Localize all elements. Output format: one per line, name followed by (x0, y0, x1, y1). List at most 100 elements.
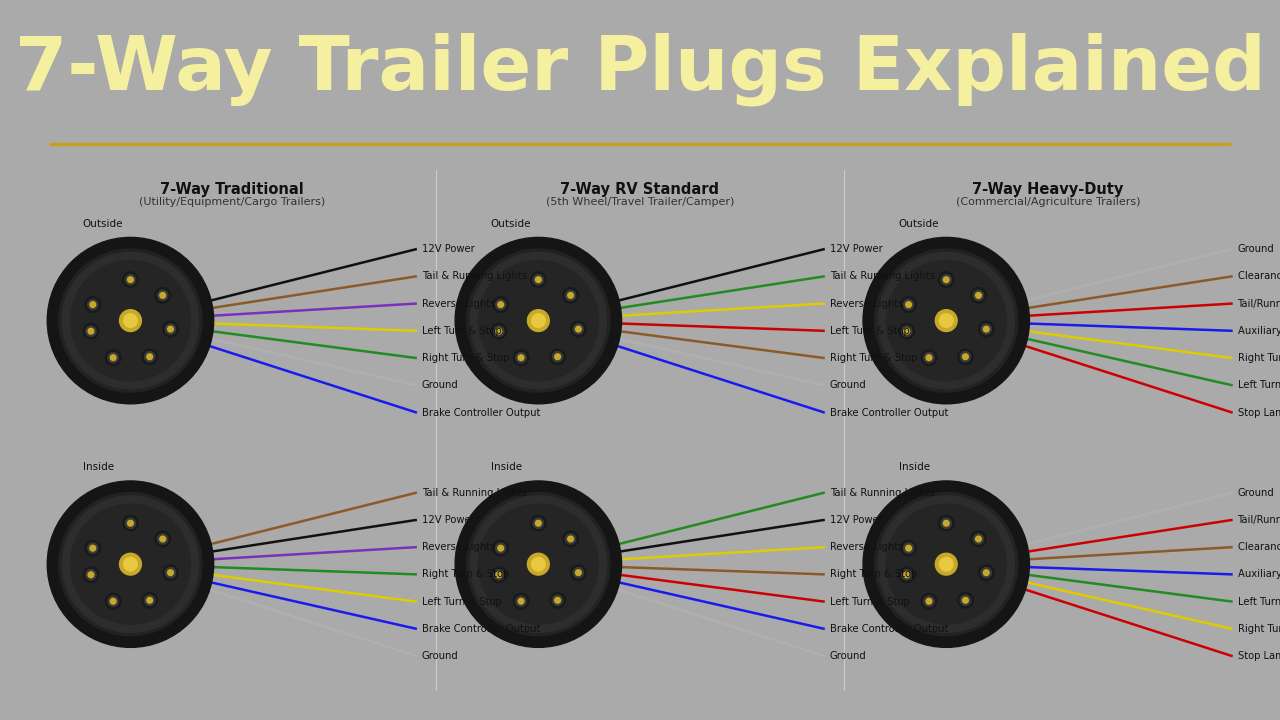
Circle shape (88, 328, 93, 334)
Circle shape (165, 324, 175, 334)
Circle shape (83, 323, 99, 339)
Circle shape (534, 274, 544, 285)
Text: Right Turn & Stop: Right Turn & Stop (829, 570, 916, 580)
Text: Left Turn & Stop: Left Turn & Stop (829, 597, 909, 607)
Text: Outside: Outside (899, 219, 940, 228)
Circle shape (467, 249, 611, 392)
Circle shape (899, 567, 915, 582)
Circle shape (498, 302, 503, 307)
Text: Left Turn & Hazard: Left Turn & Hazard (1238, 597, 1280, 607)
Circle shape (563, 531, 579, 546)
Circle shape (87, 543, 97, 553)
Circle shape (84, 540, 101, 556)
Text: Reverse Lights: Reverse Lights (422, 299, 495, 309)
Circle shape (157, 290, 168, 300)
Circle shape (901, 570, 911, 580)
Circle shape (168, 570, 173, 575)
Circle shape (128, 276, 133, 282)
Circle shape (518, 355, 524, 361)
Circle shape (938, 272, 954, 287)
Circle shape (467, 492, 611, 636)
Circle shape (927, 355, 932, 361)
Text: Auxiliary/ABS Power: Auxiliary/ABS Power (1238, 570, 1280, 580)
Circle shape (566, 534, 576, 544)
Circle shape (147, 354, 152, 359)
Circle shape (479, 261, 598, 381)
Circle shape (568, 292, 573, 298)
Circle shape (155, 531, 170, 546)
Circle shape (975, 536, 982, 542)
Text: Brake Controller Output: Brake Controller Output (829, 624, 948, 634)
Circle shape (145, 595, 155, 606)
Circle shape (160, 536, 165, 542)
Text: (Commercial/Agriculture Trailers): (Commercial/Agriculture Trailers) (956, 197, 1140, 207)
Text: Tail/Running Lights: Tail/Running Lights (1238, 299, 1280, 309)
Circle shape (554, 354, 561, 359)
Text: Tail & Running Lights: Tail & Running Lights (829, 271, 934, 282)
Text: 12V Power: 12V Power (829, 244, 882, 254)
Circle shape (957, 593, 973, 608)
Text: Ground: Ground (829, 651, 867, 661)
Circle shape (983, 326, 989, 332)
Text: Clearance/Side Markers: Clearance/Side Markers (1238, 542, 1280, 552)
Circle shape (963, 354, 968, 359)
Text: Reverse Lights: Reverse Lights (829, 299, 902, 309)
Text: Right Turn & Stop: Right Turn & Stop (422, 353, 509, 363)
Text: Stop Lamps: Stop Lamps (1238, 408, 1280, 418)
Circle shape (530, 516, 547, 531)
Circle shape (973, 290, 983, 300)
Text: (Utility/Equipment/Cargo Trailers): (Utility/Equipment/Cargo Trailers) (140, 197, 325, 207)
Circle shape (83, 567, 99, 582)
Text: Inside: Inside (83, 462, 114, 472)
Circle shape (147, 598, 152, 603)
Circle shape (941, 274, 951, 285)
Circle shape (576, 570, 581, 575)
Circle shape (495, 300, 506, 310)
Text: 7-Way Trailer Plugs Explained: 7-Way Trailer Plugs Explained (14, 33, 1266, 107)
Circle shape (63, 496, 198, 632)
Circle shape (492, 323, 507, 339)
Circle shape (492, 567, 507, 582)
Circle shape (84, 297, 101, 312)
Circle shape (938, 516, 954, 531)
Circle shape (924, 596, 934, 606)
Circle shape (983, 570, 989, 575)
Circle shape (573, 324, 584, 334)
Circle shape (493, 297, 508, 312)
Circle shape (960, 351, 970, 362)
Circle shape (86, 326, 96, 336)
Text: Tail/Running Lights: Tail/Running Lights (1238, 515, 1280, 525)
Text: Inside: Inside (490, 462, 522, 472)
Circle shape (874, 249, 1018, 392)
Circle shape (978, 564, 995, 580)
Text: Ground: Ground (1238, 244, 1275, 254)
Circle shape (142, 349, 157, 364)
Text: Ground: Ground (422, 651, 458, 661)
Circle shape (535, 521, 541, 526)
Circle shape (59, 492, 202, 636)
Circle shape (494, 570, 504, 580)
Text: 12V Power: 12V Power (422, 244, 475, 254)
Circle shape (124, 557, 137, 571)
Circle shape (531, 557, 545, 571)
Circle shape (63, 253, 198, 389)
Circle shape (163, 564, 178, 580)
Circle shape (155, 287, 170, 303)
Circle shape (973, 534, 983, 544)
Circle shape (470, 496, 607, 632)
Circle shape (563, 287, 579, 303)
Text: Ground: Ground (1238, 487, 1275, 498)
Circle shape (456, 238, 622, 404)
Circle shape (518, 598, 524, 604)
Circle shape (493, 540, 508, 556)
Circle shape (534, 518, 544, 528)
Circle shape (906, 545, 911, 551)
Circle shape (88, 572, 93, 577)
Text: 12V Power: 12V Power (829, 515, 882, 525)
Circle shape (110, 355, 116, 361)
Circle shape (927, 598, 932, 604)
Circle shape (163, 321, 178, 337)
Circle shape (549, 349, 566, 364)
Circle shape (941, 518, 951, 528)
Circle shape (549, 593, 566, 608)
